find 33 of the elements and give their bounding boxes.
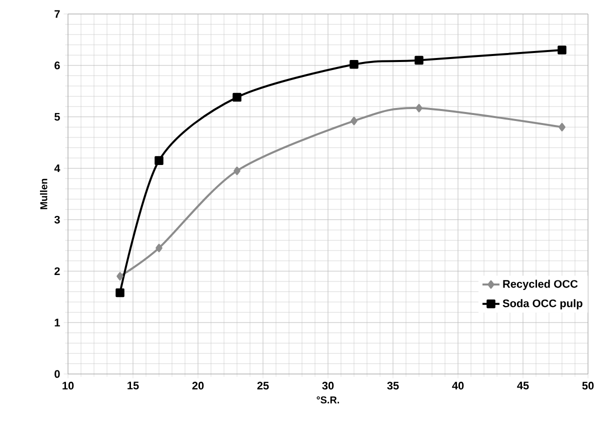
point [234, 166, 240, 176]
x-tick-label: 45 [517, 382, 529, 390]
x-tick-label: 20 [192, 382, 204, 390]
legend-label: Recycled OCC [503, 280, 578, 290]
point [116, 288, 124, 298]
x-tick-label: 30 [322, 382, 334, 390]
x-axis-title: °S.R. [316, 396, 339, 404]
point [558, 122, 566, 132]
x-tick-label: 10 [62, 382, 74, 390]
x-tick-label: 50 [582, 382, 594, 390]
x-tick-label: 25 [257, 382, 269, 390]
x-tick-label: 40 [452, 382, 464, 390]
point [414, 56, 424, 65]
y-tick-label: 2 [54, 267, 60, 275]
point [116, 272, 124, 280]
y-tick-label: 0 [54, 370, 60, 378]
y-tick-label: 4 [54, 164, 60, 172]
point [558, 46, 566, 54]
x-tick-label: 15 [128, 382, 139, 390]
y-tick-label: 3 [54, 216, 60, 224]
y-tick-label: 7 [54, 10, 60, 18]
point [232, 92, 242, 102]
point [350, 116, 358, 126]
y-tick-label: 1 [54, 318, 60, 326]
point [156, 244, 162, 252]
point [416, 104, 422, 112]
y-axis-title: Mullen [40, 178, 48, 210]
x-tick-label: 35 [387, 382, 399, 390]
y-tick-label: 5 [54, 113, 60, 121]
y-tick-label: 6 [54, 62, 60, 70]
point [350, 60, 358, 69]
point [154, 156, 164, 165]
legend-label: Soda OCC pulp [502, 299, 582, 310]
